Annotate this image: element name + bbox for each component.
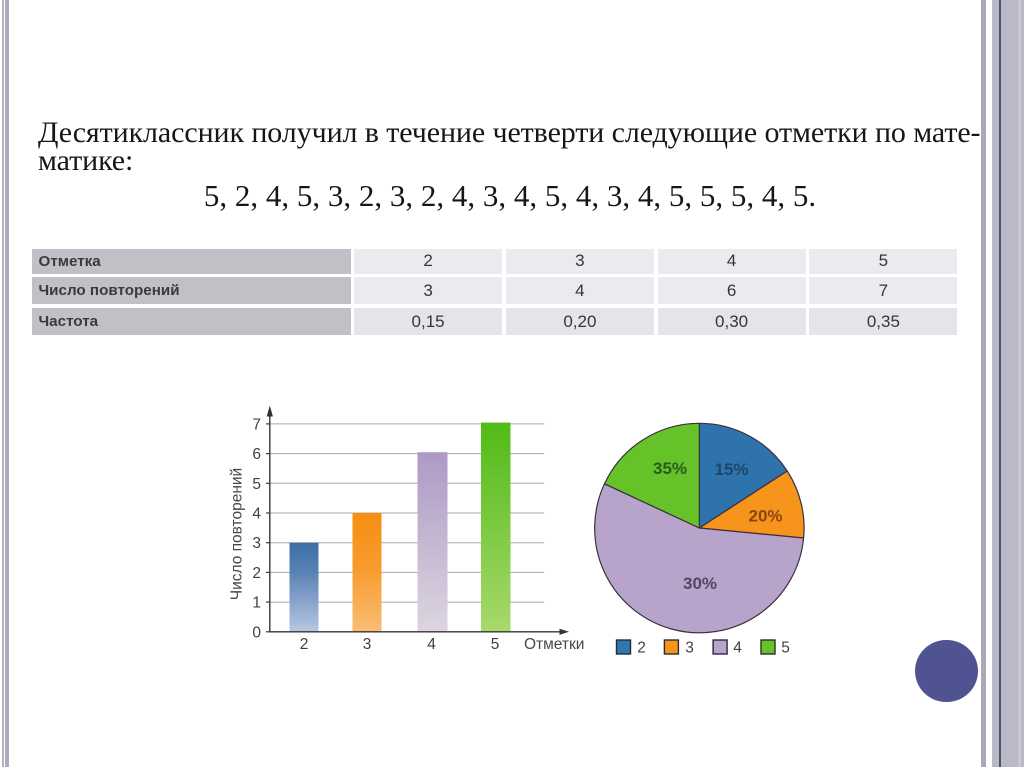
svg-text:30%: 30% [683,574,717,593]
svg-text:3: 3 [363,636,372,653]
svg-text:4: 4 [733,640,742,657]
svg-text:4: 4 [427,636,436,653]
svg-text:5: 5 [781,640,790,657]
svg-text:2: 2 [300,636,309,653]
svg-text:6: 6 [252,446,261,463]
svg-text:0: 0 [252,624,261,641]
svg-text:1: 1 [252,595,261,612]
svg-text:5: 5 [491,636,500,653]
svg-text:5: 5 [252,476,261,493]
svg-text:Отметки: Отметки [524,636,584,653]
svg-text:3: 3 [685,640,694,657]
svg-text:2: 2 [637,640,646,657]
svg-text:3: 3 [252,535,261,552]
svg-text:2: 2 [252,565,261,582]
svg-text:15%: 15% [714,460,748,479]
svg-text:Число повторений: Число повторений [229,468,246,600]
svg-text:7: 7 [252,416,261,433]
svg-text:20%: 20% [748,507,782,526]
svg-text:35%: 35% [653,459,687,478]
svg-text:4: 4 [252,506,261,523]
